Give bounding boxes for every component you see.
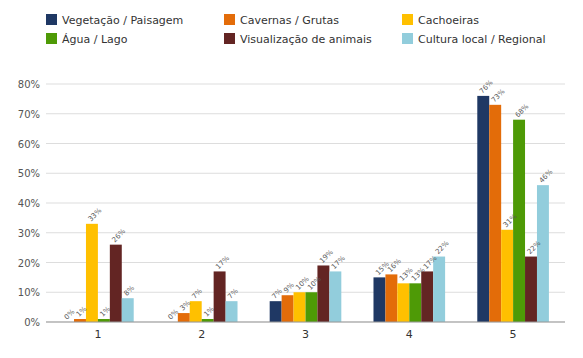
bar	[226, 301, 238, 322]
data-label: 76%	[478, 78, 495, 95]
bar	[525, 257, 537, 322]
bar	[306, 292, 318, 322]
data-label: 9%	[282, 281, 296, 295]
bars	[74, 96, 549, 322]
chart-container: 0%10%20%30%40%50%60%70%80%0%0%7%15%76%1%…	[0, 0, 583, 358]
x-axis-line	[46, 322, 565, 323]
legend-label: Visualização de animais	[240, 33, 372, 46]
legend-swatch	[46, 33, 57, 44]
bar	[489, 105, 501, 322]
legend-swatch	[402, 33, 413, 44]
data-label: 16%	[386, 257, 403, 274]
y-tick-label: 80%	[18, 79, 40, 90]
legend-label: Vegetação / Paisagem	[62, 14, 183, 27]
y-tick-label: 10%	[18, 287, 40, 298]
y-tick-label: 30%	[18, 228, 40, 239]
data-label: 22%	[434, 239, 451, 256]
y-tick-label: 70%	[18, 109, 40, 120]
bar	[409, 283, 421, 322]
legend: Vegetação / Paisagem Cavernas / Grutas Cac…	[46, 14, 546, 46]
legend-swatch	[224, 33, 235, 44]
legend-swatch	[402, 14, 413, 25]
y-tick-label: 60%	[18, 139, 40, 150]
data-label: 10%	[306, 275, 323, 292]
data-label: 1%	[99, 305, 113, 319]
data-labels: 0%0%7%15%76%1%3%9%16%73%33%7%10%13%31%1%…	[63, 78, 555, 321]
legend-item: Água / Lago	[46, 33, 128, 46]
bar	[537, 185, 549, 322]
legend-item: Visualização de animais	[224, 33, 372, 46]
x-tick-label: 2	[198, 328, 205, 341]
y-tick-label: 0%	[24, 317, 40, 328]
data-label: 0%	[167, 308, 181, 322]
bar	[214, 271, 226, 322]
data-label: 31%	[502, 212, 519, 229]
data-label: 1%	[75, 305, 89, 319]
bar	[501, 230, 513, 322]
data-label: 1%	[202, 305, 216, 319]
bar	[282, 295, 294, 322]
bar	[294, 292, 306, 322]
x-tick-label: 3	[302, 328, 309, 341]
legend-swatch	[224, 14, 235, 25]
bar	[178, 313, 190, 322]
x-tick-label: 1	[94, 328, 101, 341]
legend-label: Cultura local / Regional	[418, 33, 546, 46]
chart-svg: 0%10%20%30%40%50%60%70%80%0%0%7%15%76%1%…	[0, 0, 583, 358]
y-tick-label: 20%	[18, 258, 40, 269]
data-label: 46%	[538, 168, 555, 185]
legend-label: Água / Lago	[62, 33, 128, 46]
grid	[46, 84, 565, 322]
bar	[122, 298, 134, 322]
grid-line	[46, 322, 565, 323]
data-label: 17%	[330, 254, 347, 271]
legend-item: Cachoeiras	[402, 14, 479, 27]
data-label: 33%	[87, 206, 104, 223]
y-tick-label: 50%	[18, 168, 40, 179]
data-label: 7%	[190, 287, 204, 301]
bar	[397, 283, 409, 322]
y-tick-label: 40%	[18, 198, 40, 209]
bar	[329, 271, 341, 322]
bar	[421, 271, 433, 322]
data-label: 17%	[214, 254, 231, 271]
legend-item: Cultura local / Regional	[402, 33, 546, 46]
legend-swatch	[46, 14, 57, 25]
bar	[433, 257, 445, 322]
data-label: 26%	[111, 227, 128, 244]
data-label: 68%	[514, 102, 531, 119]
bar	[385, 274, 397, 322]
legend-label: Cachoeiras	[418, 14, 479, 27]
legend-item: Vegetação / Paisagem	[46, 14, 183, 27]
data-label: 22%	[526, 239, 543, 256]
x-tick-label: 4	[406, 328, 413, 341]
bar	[270, 301, 282, 322]
data-label: 8%	[122, 284, 136, 298]
legend-item: Cavernas / Grutas	[224, 14, 339, 27]
data-label: 73%	[490, 87, 507, 104]
data-label: 17%	[422, 254, 439, 271]
x-tick-label: 5	[510, 328, 517, 341]
bar	[477, 96, 489, 322]
data-label: 3%	[179, 299, 193, 313]
data-label: 7%	[226, 287, 240, 301]
data-label: 0%	[63, 308, 77, 322]
bar	[373, 277, 385, 322]
bar	[317, 265, 329, 322]
legend-label: Cavernas / Grutas	[240, 14, 339, 27]
bar	[86, 224, 98, 322]
